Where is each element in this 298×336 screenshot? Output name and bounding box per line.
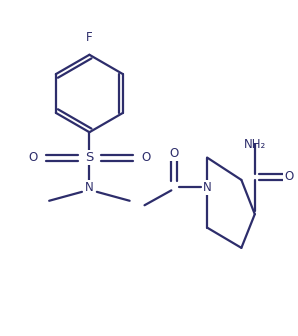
Text: S: S	[85, 151, 94, 164]
Text: O: O	[141, 151, 151, 164]
Text: NH₂: NH₂	[244, 138, 266, 151]
Text: N: N	[203, 181, 212, 194]
Text: O: O	[170, 146, 179, 160]
Text: F: F	[86, 31, 93, 44]
Text: N: N	[85, 181, 94, 194]
Text: O: O	[28, 151, 38, 164]
Text: O: O	[284, 170, 294, 183]
